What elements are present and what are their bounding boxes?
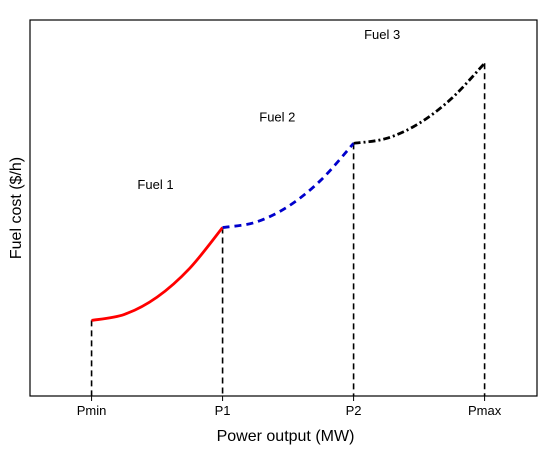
series-label-2: Fuel 2 xyxy=(259,110,295,125)
series-layer xyxy=(91,62,486,322)
series-line-3 xyxy=(353,62,486,145)
x-axis-title: Power output (MW) xyxy=(217,428,355,445)
y-axis-title: Fuel cost ($/h) xyxy=(8,157,25,259)
series-line-1 xyxy=(91,226,224,322)
series-line-2 xyxy=(222,142,355,229)
series-label-1: Fuel 1 xyxy=(137,177,173,192)
drop-lines xyxy=(90,63,486,396)
series-labels: Fuel 1 Fuel 2 Fuel 3 xyxy=(137,27,400,192)
plot-frame xyxy=(29,19,538,397)
x-tick-label-4: Pmax xyxy=(468,403,502,418)
series-label-3: Fuel 3 xyxy=(364,27,400,42)
x-tick-label-1: Pmin xyxy=(77,403,107,418)
x-tick-label-2: P1 xyxy=(215,403,231,418)
x-axis-ticks: Pmin P1 P2 Pmax xyxy=(77,396,502,418)
x-tick-label-3: P2 xyxy=(346,403,362,418)
